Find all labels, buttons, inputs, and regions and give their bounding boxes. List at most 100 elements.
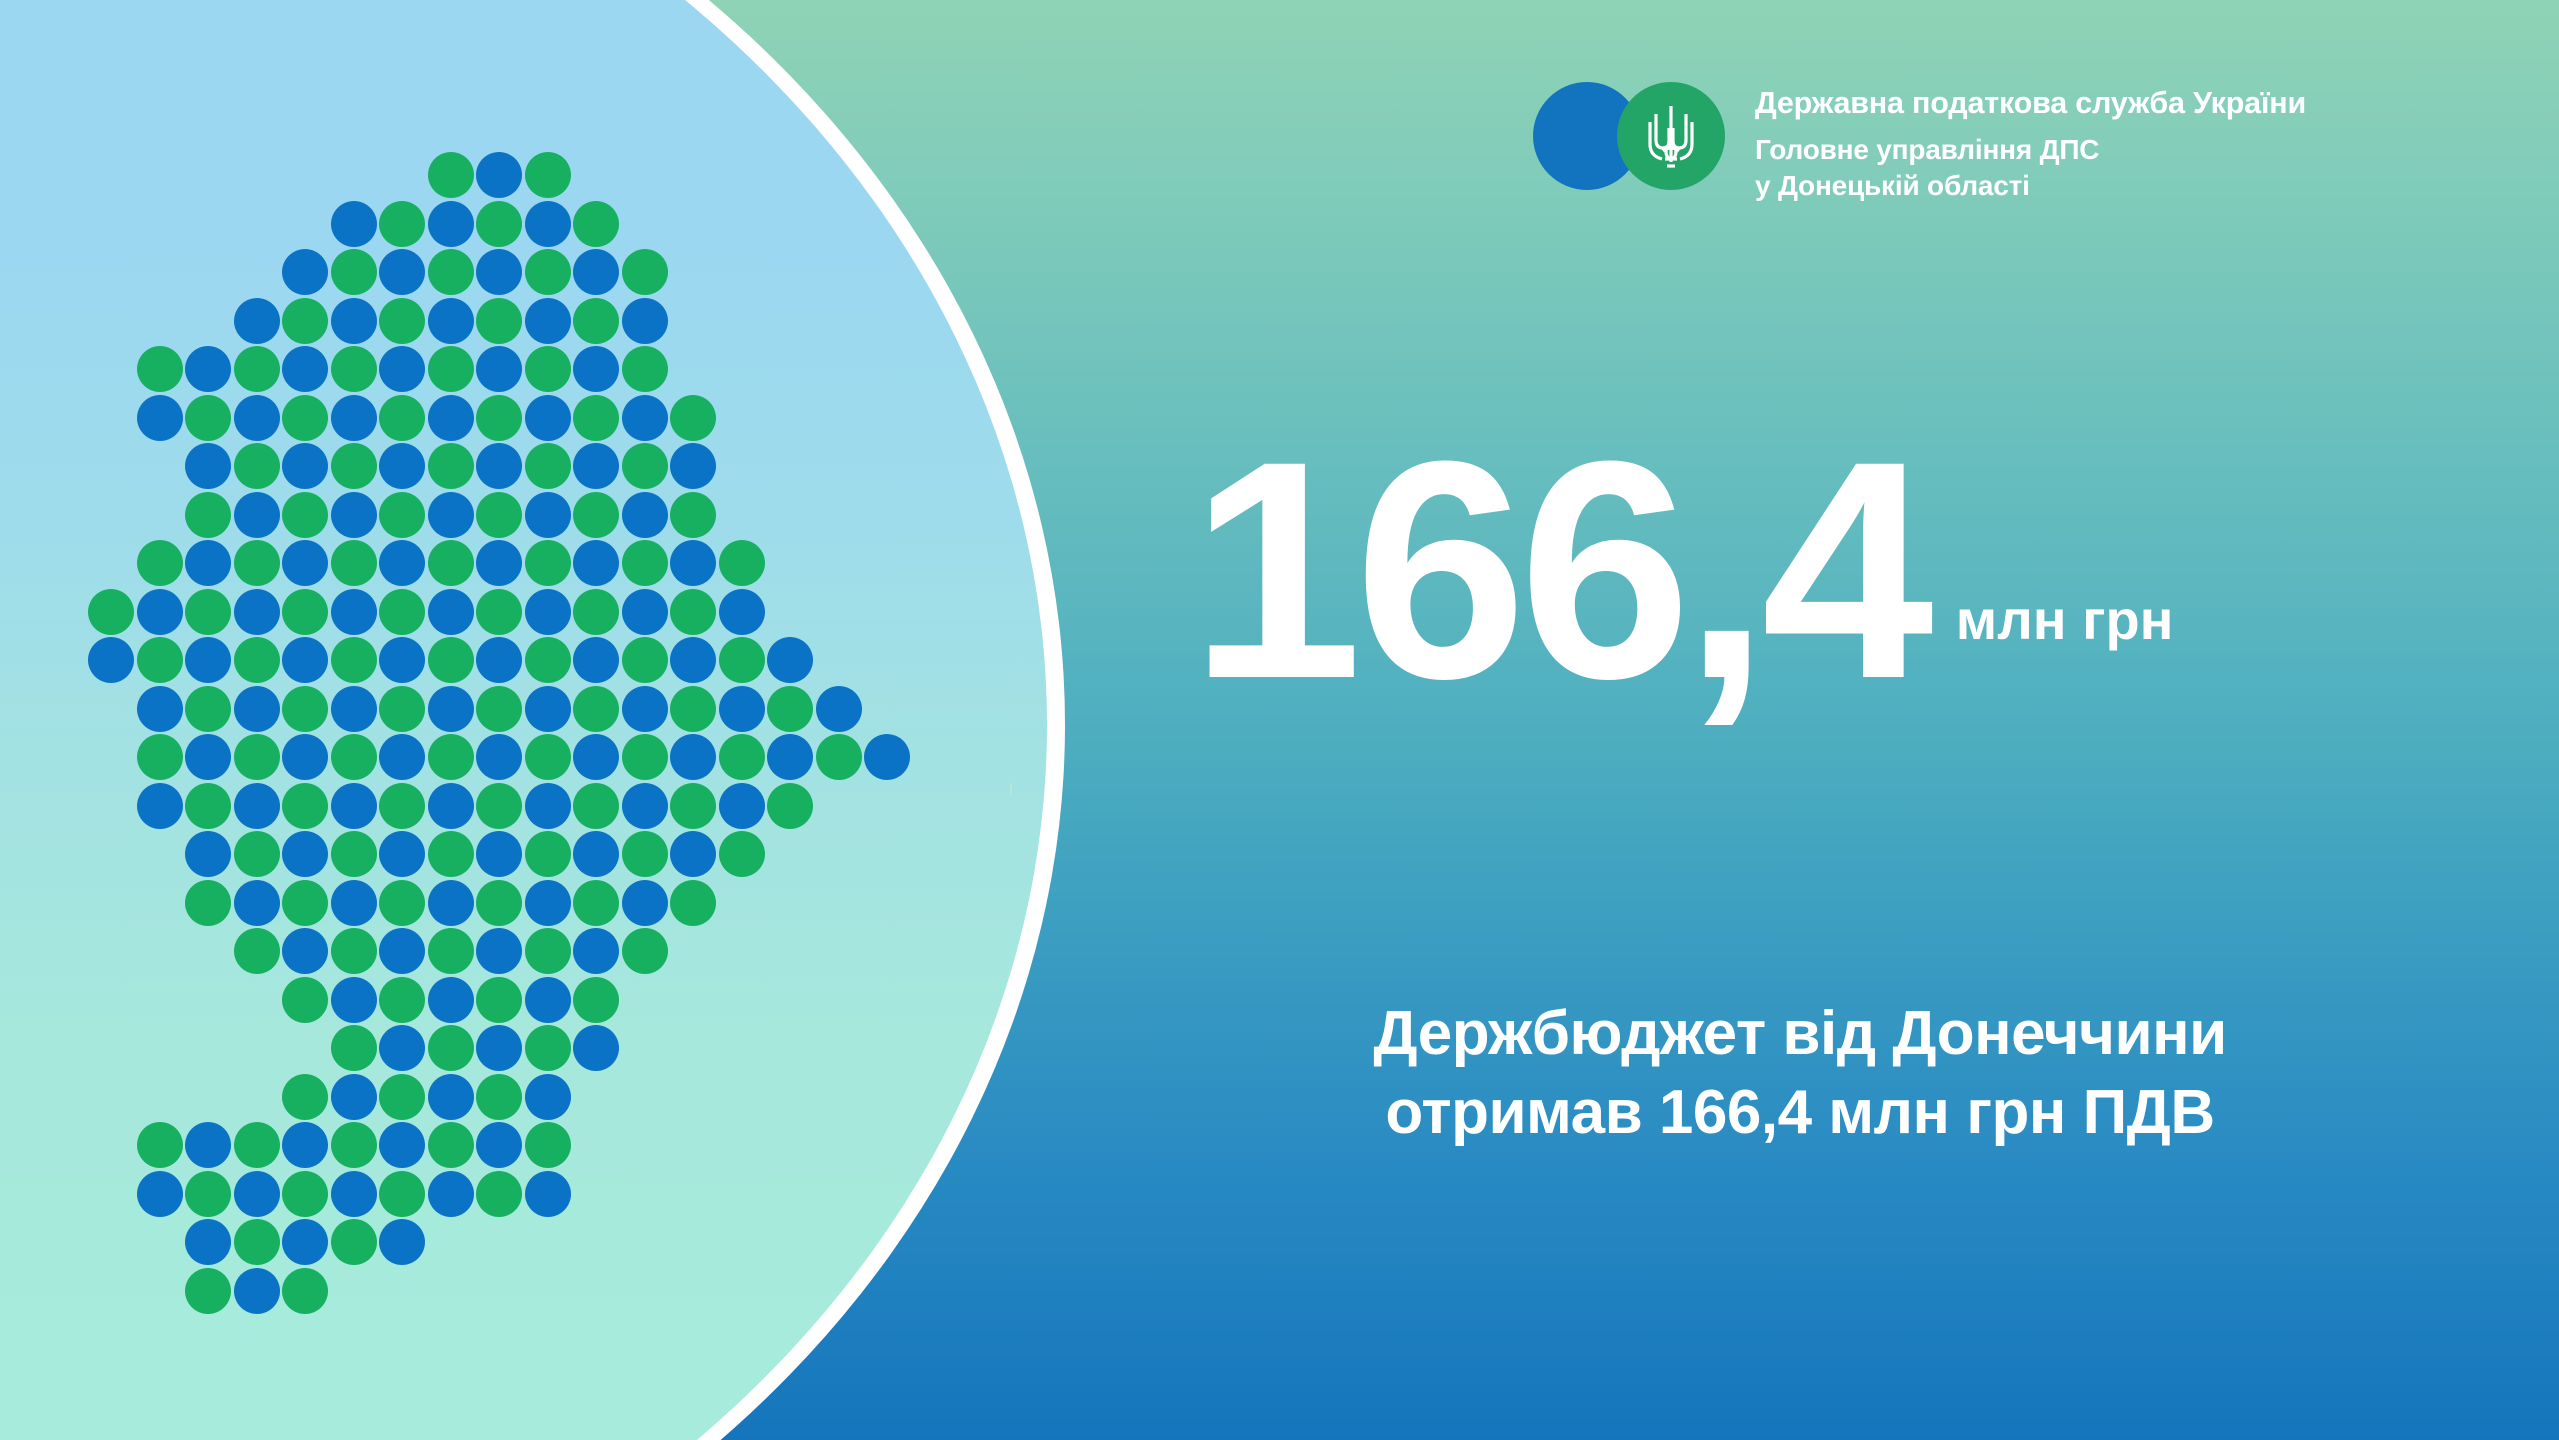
map-dot — [621, 540, 668, 586]
headline-line-2: отримав 166,4 млн грн ПДВ — [1385, 1077, 2215, 1147]
map-dot — [185, 346, 231, 392]
ukrainian-trident-tryzub-icon — [1648, 106, 1694, 168]
map-dot — [573, 491, 619, 538]
map-dot — [282, 685, 328, 732]
map-dot — [524, 346, 571, 392]
map-dot — [573, 928, 619, 974]
map-dot — [476, 1170, 522, 1217]
map-dot — [427, 1122, 474, 1168]
map-dot — [330, 1025, 377, 1071]
organisation-logo-block: Державна податкова служба України Головн… — [1533, 80, 2306, 203]
map-dot — [282, 928, 328, 974]
map-dot — [621, 443, 668, 489]
map-dot — [621, 588, 668, 635]
map-dot — [282, 491, 328, 538]
map-dot — [185, 394, 231, 441]
map-dot — [524, 1073, 571, 1120]
map-dot — [621, 491, 668, 538]
map-dot — [233, 879, 280, 926]
map-dot — [476, 831, 522, 877]
map-dot — [330, 540, 377, 586]
map-dot — [330, 394, 377, 441]
map-dot — [379, 394, 425, 441]
map-dot — [427, 540, 474, 586]
map-dot — [524, 928, 571, 974]
map-dot — [185, 782, 231, 829]
map-dot — [136, 734, 183, 780]
map-dot — [330, 200, 377, 247]
map-dot — [330, 831, 377, 877]
logo-marks — [1533, 80, 1755, 192]
map-dot — [524, 152, 571, 198]
map-dot — [573, 831, 619, 877]
map-dot — [864, 734, 910, 780]
map-dot — [524, 782, 571, 829]
map-dot — [524, 297, 571, 344]
map-dot — [379, 491, 425, 538]
map-dot — [476, 540, 522, 586]
map-dot — [379, 540, 425, 586]
map-dot — [282, 443, 328, 489]
map-dot — [282, 734, 328, 780]
map-dot — [427, 1170, 474, 1217]
map-dot — [379, 1025, 425, 1071]
map-dot — [379, 346, 425, 392]
map-dot — [136, 685, 183, 732]
map-dot — [185, 879, 231, 926]
map-dot — [136, 637, 183, 683]
map-dot — [233, 782, 280, 829]
map-dot — [379, 200, 425, 247]
map-dot — [476, 782, 522, 829]
map-dot — [427, 297, 474, 344]
map-dot — [524, 491, 571, 538]
map-dot — [379, 1122, 425, 1168]
map-dot — [379, 831, 425, 877]
map-dot — [185, 588, 231, 635]
map-dot — [282, 346, 328, 392]
map-dot — [233, 831, 280, 877]
map-dot — [330, 443, 377, 489]
map-dot — [330, 976, 377, 1023]
map-dot — [282, 637, 328, 683]
map-dot — [233, 540, 280, 586]
map-dot — [621, 734, 668, 780]
map-dot — [379, 685, 425, 732]
map-dot — [427, 249, 474, 295]
map-dot — [476, 152, 522, 198]
map-dot — [379, 637, 425, 683]
map-dot — [427, 152, 474, 198]
map-dot — [718, 637, 765, 683]
map-dot — [136, 394, 183, 441]
map-dot — [670, 540, 716, 586]
map-dot — [379, 782, 425, 829]
map-dot — [476, 928, 522, 974]
map-dot — [621, 637, 668, 683]
map-dot — [233, 928, 280, 974]
map-dot — [621, 782, 668, 829]
statistic-value: 166,4 — [1190, 396, 1934, 743]
map-dot — [185, 685, 231, 732]
map-dot — [767, 685, 813, 732]
map-dot — [330, 588, 377, 635]
map-dot — [136, 346, 183, 392]
map-dot — [88, 588, 134, 635]
map-dot — [476, 297, 522, 344]
map-dot — [233, 491, 280, 538]
map-dot — [379, 976, 425, 1023]
map-dot — [282, 1267, 328, 1314]
map-dot — [427, 928, 474, 974]
map-dot — [476, 491, 522, 538]
map-dot — [379, 1170, 425, 1217]
map-dot — [185, 540, 231, 586]
map-dot — [573, 782, 619, 829]
map-dot — [476, 685, 522, 732]
map-dot — [476, 443, 522, 489]
map-dot — [573, 637, 619, 683]
map-dot — [282, 588, 328, 635]
map-dot — [524, 1170, 571, 1217]
map-dot — [573, 249, 619, 295]
donetsk-dot-map — [0, 0, 1060, 1440]
map-dot — [427, 588, 474, 635]
map-dot — [476, 588, 522, 635]
map-dot — [330, 346, 377, 392]
